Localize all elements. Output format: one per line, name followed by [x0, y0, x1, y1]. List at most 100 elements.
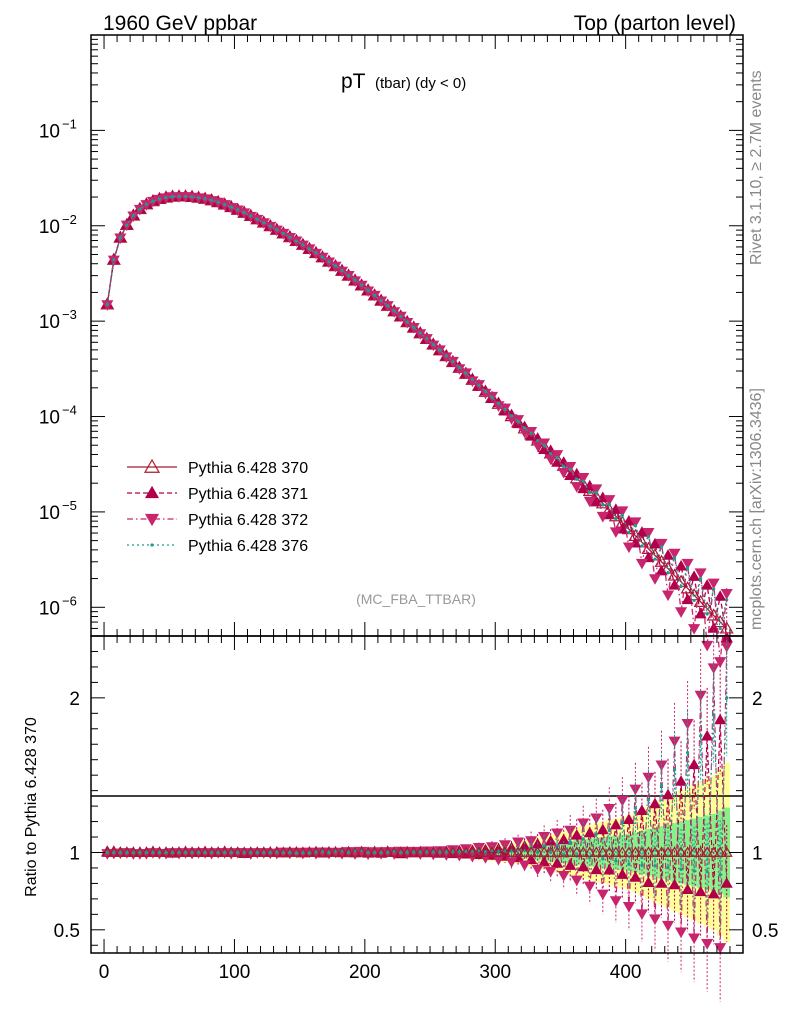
data-point-1: [661, 549, 675, 560]
ratio-point-3: [164, 850, 168, 855]
ratio-x-axis: 0 100 200 300 400: [90, 636, 744, 983]
ratio-point-2: [564, 825, 577, 837]
ratio-point-1: [701, 729, 714, 741]
ratio-point-3: [301, 851, 305, 855]
ratio-point-2: [714, 943, 727, 954]
data-point-2: [551, 450, 564, 461]
ratio-point-3: [268, 851, 272, 855]
ratio-point-0: [427, 846, 440, 857]
ratio-point-0: [564, 846, 577, 857]
data-point-1: [635, 526, 648, 537]
data-point-3: [399, 314, 403, 319]
data-point-3: [464, 371, 468, 375]
ratio-point-0: [316, 846, 329, 857]
ratio-point-0: [172, 846, 186, 857]
data-point-2: [642, 528, 655, 539]
ratio-point-3: [242, 850, 246, 855]
ratio-point-0: [401, 846, 414, 857]
ratio-point-0: [186, 846, 199, 857]
data-point-2: [544, 454, 557, 466]
ratio-point-0: [140, 846, 153, 857]
data-point-3: [516, 419, 520, 423]
ratio-point-0: [244, 846, 257, 857]
main-y-tick-label-exp: −4: [62, 403, 77, 418]
ratio-point-0: [120, 846, 133, 857]
data-point-3: [333, 264, 338, 268]
data-point-3: [210, 198, 214, 202]
data-point-1: [668, 579, 681, 590]
legend-marker-1: [144, 485, 160, 499]
data-point-3: [177, 194, 181, 199]
ratio-point-3: [640, 863, 644, 867]
data-point-2: [648, 574, 662, 585]
ratio-point-2: [596, 889, 609, 901]
data-point-3: [249, 214, 253, 218]
data-point-3: [418, 331, 422, 335]
ratio-point-3: [210, 850, 214, 855]
ratio-point-2: [701, 939, 714, 950]
data-point-3: [594, 490, 598, 495]
data-point-3: [131, 213, 135, 218]
data-point-3: [685, 566, 690, 570]
ratio-point-3: [157, 850, 162, 855]
data-point-3: [699, 576, 703, 581]
ratio-point-0: [629, 846, 642, 857]
main-y-tick-label-exp: −5: [62, 498, 77, 513]
data-point-3: [627, 530, 631, 534]
ratio-point-3: [509, 849, 514, 853]
data-point-3: [542, 443, 546, 447]
ratio-point-0: [127, 846, 140, 857]
data-point-3: [522, 426, 527, 430]
ratio-band-inner: [560, 841, 567, 864]
ratio-y-tick-label-right: 0.5: [752, 921, 778, 942]
ratio-band-inner: [553, 842, 561, 863]
data-point-2: [622, 542, 635, 554]
series-line-1: [106, 195, 728, 638]
ratio-point-0: [655, 846, 668, 857]
ratio-point-1: [681, 883, 694, 895]
ratio-point-0: [512, 846, 525, 857]
legend-label-3: Pythia 6.428 376: [188, 538, 308, 555]
ratio-point-3: [438, 850, 442, 854]
data-point-2: [609, 527, 622, 538]
ratio-point-0: [349, 846, 362, 857]
data-point-3: [529, 431, 533, 435]
ratio-point-1: [616, 868, 629, 879]
ratio-point-3: [249, 850, 253, 855]
ratio-point-3: [646, 798, 651, 802]
ratio-point-2: [505, 857, 518, 868]
data-point-3: [477, 383, 481, 387]
ratio-point-0: [381, 846, 394, 857]
ratio-point-0: [596, 846, 609, 857]
ratio-point-0: [453, 846, 466, 857]
data-point-2: [668, 548, 681, 560]
ratio-point-1: [688, 758, 701, 770]
data-point-2: [681, 558, 694, 570]
ratio-point-1: [675, 775, 688, 786]
data-point-3: [620, 513, 624, 517]
ratio-point-0: [616, 846, 629, 857]
mcplots-side-label: mcplots.cern.ch [arXiv:1306.3436]: [748, 388, 765, 630]
data-point-3: [242, 211, 246, 215]
ratio-point-3: [307, 851, 312, 855]
ratio-point-0: [329, 846, 342, 857]
ratio-point-1: [661, 788, 675, 800]
ratio-point-0: [257, 846, 270, 857]
data-point-3: [268, 224, 272, 228]
ratio-point-3: [183, 850, 188, 855]
ratio-point-0: [668, 846, 681, 857]
data-point-0: [713, 614, 728, 628]
ratio-point-3: [692, 869, 696, 873]
data-point-2: [629, 517, 642, 528]
ratio-point-0: [675, 846, 688, 857]
ratio-y-tick-label-left: 0.5: [54, 921, 80, 942]
ratio-ylabel: Ratio to Pythia 6.428 370: [23, 717, 40, 897]
ratio-point-2: [675, 927, 688, 939]
ratio-point-1: [655, 877, 668, 888]
ratio-point-1: [714, 713, 727, 725]
ratio-point-0: [642, 846, 655, 857]
ratio-point-0: [688, 846, 701, 857]
ratio-point-3: [333, 849, 338, 853]
data-point-3: [444, 354, 448, 358]
header-left: 1960 GeV ppbar: [103, 12, 257, 35]
